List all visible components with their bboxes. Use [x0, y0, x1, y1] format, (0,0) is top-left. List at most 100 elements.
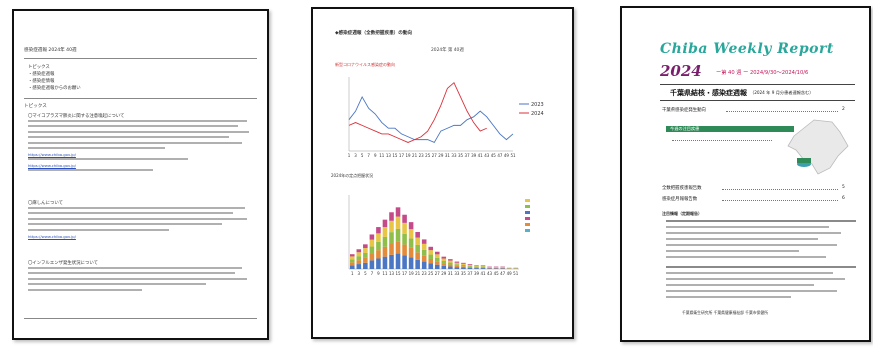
x-tick-label: 13: [386, 153, 392, 158]
x-tick-label: 17: [399, 153, 405, 158]
report-page-2[interactable]: ◆感染症週報（全数把握疾患）の動向 2024年 第 40週 新型コロナウイルス感…: [311, 7, 574, 339]
x-tick-label: 33: [451, 153, 457, 158]
bar: [480, 265, 486, 269]
bar: [402, 214, 407, 269]
x-tick-label: 43: [484, 153, 490, 158]
x-tick-label: 33: [454, 271, 460, 276]
x-tick-label: 51: [510, 153, 516, 158]
bar: [434, 251, 440, 269]
x-tick-label: 17: [402, 271, 408, 276]
bar: [474, 265, 479, 269]
x-tick-label: 41: [478, 153, 484, 158]
bar: [415, 232, 420, 269]
x-tick-label: 29: [438, 153, 444, 158]
report-subtitle: （2024 年 9 月分患者速報含む）: [750, 90, 814, 95]
x-tick-label: 41: [480, 271, 486, 276]
bar: [382, 219, 388, 269]
x-tick-label: 19: [405, 153, 411, 158]
x-tick-label: 45: [491, 153, 497, 158]
link[interactable]: https://www.chiba.gov.jp/: [28, 233, 76, 239]
x-tick-label: 45: [494, 271, 500, 276]
title-rule-bottom: [660, 100, 855, 101]
bar: [389, 212, 394, 269]
week-range: ー第 40 週 ー 2024/9/30〜2024/10/6: [716, 70, 809, 76]
sub-heading: 〇マイコプラズマ肺炎に関する注意喚起について: [28, 114, 125, 119]
report-year: 2024: [660, 62, 702, 80]
section1-label: トピックス: [24, 104, 47, 109]
bar: [500, 266, 505, 269]
x-tick-label: 3: [358, 271, 361, 276]
x-tick-label: 1: [348, 153, 351, 158]
x-tick-label: 21: [415, 271, 421, 276]
x-tick-label: 39: [474, 271, 480, 276]
report-page-3[interactable]: Chiba Weekly Report 2024 ー第 40 週 ー 2024/…: [620, 6, 871, 342]
x-tick-label: 9: [374, 153, 377, 158]
x-tick-label: 21: [412, 153, 418, 158]
x-tick-label: 3: [354, 153, 357, 158]
x-tick-label: 11: [382, 271, 388, 276]
list-item: ・感染症情報: [28, 79, 55, 84]
bar: [461, 262, 466, 269]
x-tick-label: 27: [432, 153, 438, 158]
x-tick-label: 39: [471, 153, 477, 158]
toc-page: 5: [842, 185, 845, 190]
bar: [395, 207, 401, 269]
bar: [349, 254, 355, 269]
toc-page: 6: [842, 196, 845, 201]
x-tick-label: 5: [361, 153, 364, 158]
x-tick-label: 5: [364, 271, 367, 276]
report-footer: 千葉県衛生研究所 千葉県健康福祉部 千葉市保健所: [682, 310, 768, 315]
x-tick-label: 35: [461, 271, 467, 276]
report-page-1[interactable]: 感染症週報 2024年 40週 トピックス ・感染症週報 ・感染症情報 ・感染症…: [12, 9, 269, 340]
line-chart: 1 3 5 7 9 11 13 15 17 19 21 23 25 27 29 31 33 35 37 39 41 43 4…: [348, 77, 544, 158]
bar: [428, 246, 434, 269]
toc-item[interactable]: 千葉県感染症発生動向: [662, 108, 706, 113]
x-tick-label: 25: [428, 271, 434, 276]
section1-body: 〇マイコプラズマ肺炎に関する注意喚起について https://www.chiba…: [28, 114, 256, 174]
highlight-label: 今週の注目疾患: [670, 126, 700, 131]
page1-header: 感染症週報 2024年 40週: [24, 48, 77, 53]
report-brand: Chiba Weekly Report: [660, 41, 834, 57]
x-tick-label: 29: [441, 271, 447, 276]
bar: [421, 239, 427, 269]
bar: [363, 244, 368, 269]
x-tick-label: 51: [513, 271, 519, 276]
bar: [448, 259, 453, 269]
toc-item[interactable]: 全数把握疾患報告数: [662, 186, 702, 191]
x-tick-label: 31: [448, 271, 454, 276]
bar: [493, 266, 499, 269]
x-tick-label: 7: [371, 271, 374, 276]
x-tick-label: 49: [507, 271, 513, 276]
toc-item[interactable]: 感染症月報報告数: [662, 197, 698, 202]
report-title: 千葉県結核・感染症週報: [670, 89, 747, 97]
highlight-bar: 今週の注目疾患: [666, 126, 794, 132]
bar: [513, 267, 519, 269]
title-rule-top: [660, 84, 855, 85]
bar: [369, 234, 375, 269]
sub-heading: 〇麻しんについて: [28, 201, 63, 206]
x-tick-label: 11: [379, 153, 385, 158]
bar: [506, 267, 512, 269]
x-tick-label: 19: [409, 271, 415, 276]
bar: [376, 227, 381, 269]
x-tick-label: 37: [467, 271, 473, 276]
x-tick-label: 47: [500, 271, 506, 276]
x-tick-label: 35: [458, 153, 464, 158]
series-line-2024: [348, 81, 487, 143]
link[interactable]: https://www.chiba.gov.jp/: [28, 152, 76, 158]
footer-rule: [24, 318, 257, 319]
chart2-caption: 2024年の定点把握状況: [331, 173, 374, 178]
x-tick-label: 13: [389, 271, 395, 276]
notes-lines: [666, 220, 856, 302]
x-tick-label: 23: [422, 271, 428, 276]
section-rule: [24, 98, 257, 99]
x-tick-label: 49: [504, 153, 510, 158]
legend-label-2023: 2023: [531, 102, 544, 108]
bar: [356, 249, 362, 269]
section2-body: 〇麻しんについて https://www.chiba.gov.jp/: [28, 201, 256, 239]
bar: [408, 222, 414, 269]
x-tick-label: 43: [487, 271, 493, 276]
link[interactable]: https://www.chiba.gov.jp/: [28, 163, 76, 169]
bar: [454, 261, 460, 269]
